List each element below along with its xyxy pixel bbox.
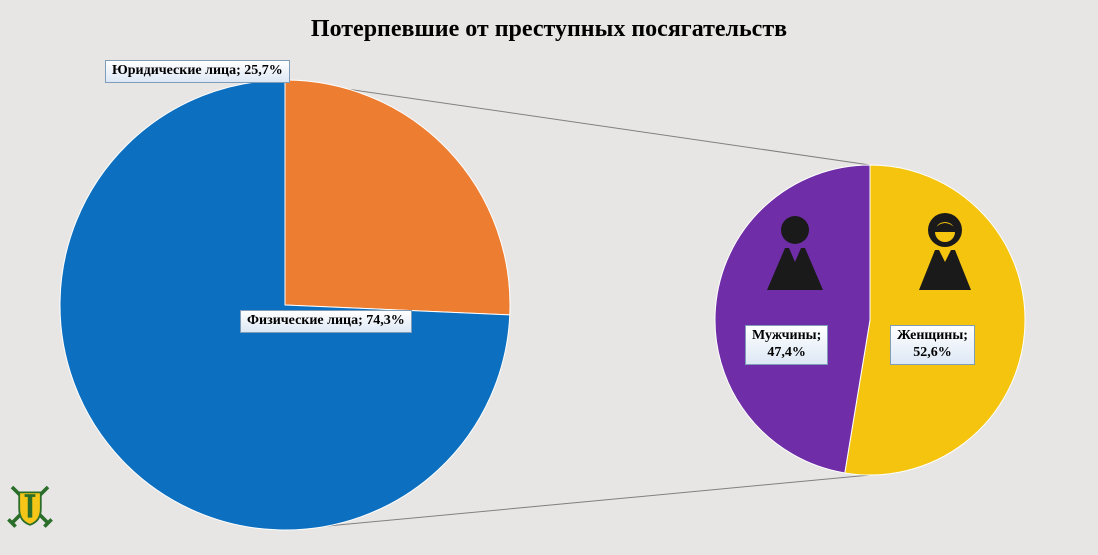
main-pie-slice-0 [285,80,510,315]
chart-title: Потерпевшие от преступных посягательств [0,16,1098,43]
main-pie-label-0: Юридические лица; 25,7% [105,60,290,83]
emblem-icon [8,487,51,527]
main-pie-label-1: Физические лица; 74,3% [240,310,412,333]
sub-pie-slice-1 [715,165,870,473]
sub-pie-label-0: Мужчины;47,4% [745,325,828,365]
sub-pie-slice-0 [845,165,1025,475]
sub-pie-label-1: Женщины;52,6% [890,325,975,365]
